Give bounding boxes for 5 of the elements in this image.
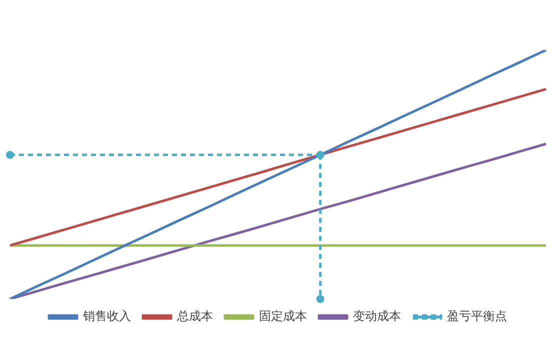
legend-label: 变动成本 — [353, 309, 401, 324]
legend-label: 总成本 — [176, 309, 213, 324]
legend-label: 固定成本 — [259, 309, 307, 324]
legend-label: 销售收入 — [82, 309, 131, 324]
legend-label: 盈亏平衡点 — [447, 309, 507, 324]
